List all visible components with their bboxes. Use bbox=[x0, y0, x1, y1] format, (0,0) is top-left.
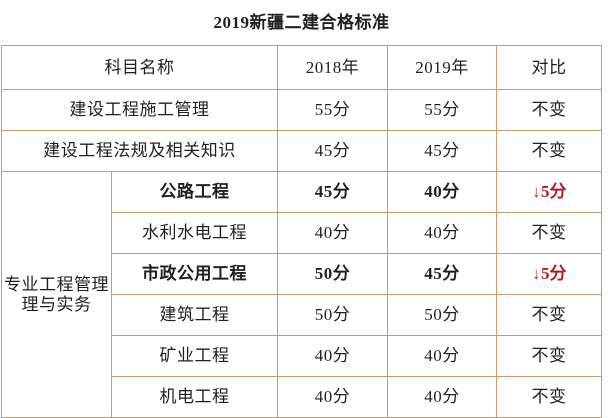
subject-name: 矿业工程 bbox=[111, 335, 278, 377]
group-label-line1: 专业工程管理 bbox=[4, 274, 109, 294]
arrow-down-icon: ↓ bbox=[531, 182, 540, 202]
header-row: 科目名称 2018年 2019年 对比 bbox=[1, 45, 603, 90]
comparison: 不变 bbox=[495, 294, 603, 336]
score-2019: 50分 bbox=[387, 294, 497, 336]
score-2018: 45分 bbox=[277, 130, 388, 172]
arrow-down-icon: ↓ bbox=[531, 264, 540, 284]
table-row: 水利水电工程 40分 40分 不变 bbox=[1, 212, 603, 254]
title-row: 2019新疆二建合格标准 bbox=[0, 0, 603, 46]
subject-name: 建设工程施工管理 bbox=[1, 89, 278, 131]
score-2019: 55分 bbox=[387, 89, 497, 131]
table-row: 矿业工程 40分 40分 不变 bbox=[1, 335, 603, 377]
score-2018: 50分 bbox=[277, 294, 388, 336]
score-2018: 40分 bbox=[277, 376, 388, 418]
group-label-line2: 理与实务 bbox=[21, 294, 92, 314]
score-2018: 55分 bbox=[277, 89, 388, 131]
subject-name: 市政公用工程 bbox=[111, 253, 278, 295]
score-2019: 40分 bbox=[387, 376, 497, 418]
score-2019: 40分 bbox=[387, 212, 497, 254]
score-2018: 45分 bbox=[277, 171, 388, 213]
column-header-2018: 2018年 bbox=[277, 45, 388, 90]
subject-name: 建筑工程 bbox=[111, 294, 278, 336]
score-2018: 40分 bbox=[277, 335, 388, 377]
table-row: 建设工程法规及相关知识 45分 45分 不变 bbox=[1, 130, 603, 172]
comparison: 不变 bbox=[495, 376, 603, 418]
score-2019: 40分 bbox=[387, 335, 497, 377]
score-2018: 40分 bbox=[277, 212, 388, 254]
subject-name: 机电工程 bbox=[111, 376, 278, 418]
score-2019: 45分 bbox=[387, 253, 497, 295]
decrease-badge: ↓5分 bbox=[532, 182, 567, 201]
comparison: ↓5分 bbox=[495, 171, 603, 213]
score-2019: 45分 bbox=[387, 130, 497, 172]
subject-name: 水利水电工程 bbox=[111, 212, 278, 254]
decrease-amount: 5分 bbox=[541, 182, 567, 202]
comparison: 不变 bbox=[495, 212, 603, 254]
subject-group-label: 专业工程管理 理与实务 bbox=[1, 171, 112, 418]
subject-name: 建设工程法规及相关知识 bbox=[1, 130, 278, 172]
score-2018: 50分 bbox=[277, 253, 388, 295]
comparison: 不变 bbox=[495, 130, 603, 172]
column-header-subject: 科目名称 bbox=[1, 45, 278, 90]
comparison: ↓5分 bbox=[495, 253, 603, 295]
column-header-2019: 2019年 bbox=[387, 45, 497, 90]
subject-name: 公路工程 bbox=[111, 171, 278, 213]
table-row: 建设工程施工管理 55分 55分 不变 bbox=[1, 89, 603, 131]
column-header-compare: 对比 bbox=[495, 45, 603, 90]
page-title: 2019新疆二建合格标准 bbox=[0, 0, 603, 46]
comparison: 不变 bbox=[495, 89, 603, 131]
score-2019: 40分 bbox=[387, 171, 497, 213]
decrease-badge: ↓5分 bbox=[532, 264, 567, 283]
table-row: 专业工程管理 理与实务 公路工程 45分 40分 ↓5分 bbox=[1, 171, 603, 418]
comparison: 不变 bbox=[495, 335, 603, 377]
decrease-amount: 5分 bbox=[541, 264, 567, 284]
